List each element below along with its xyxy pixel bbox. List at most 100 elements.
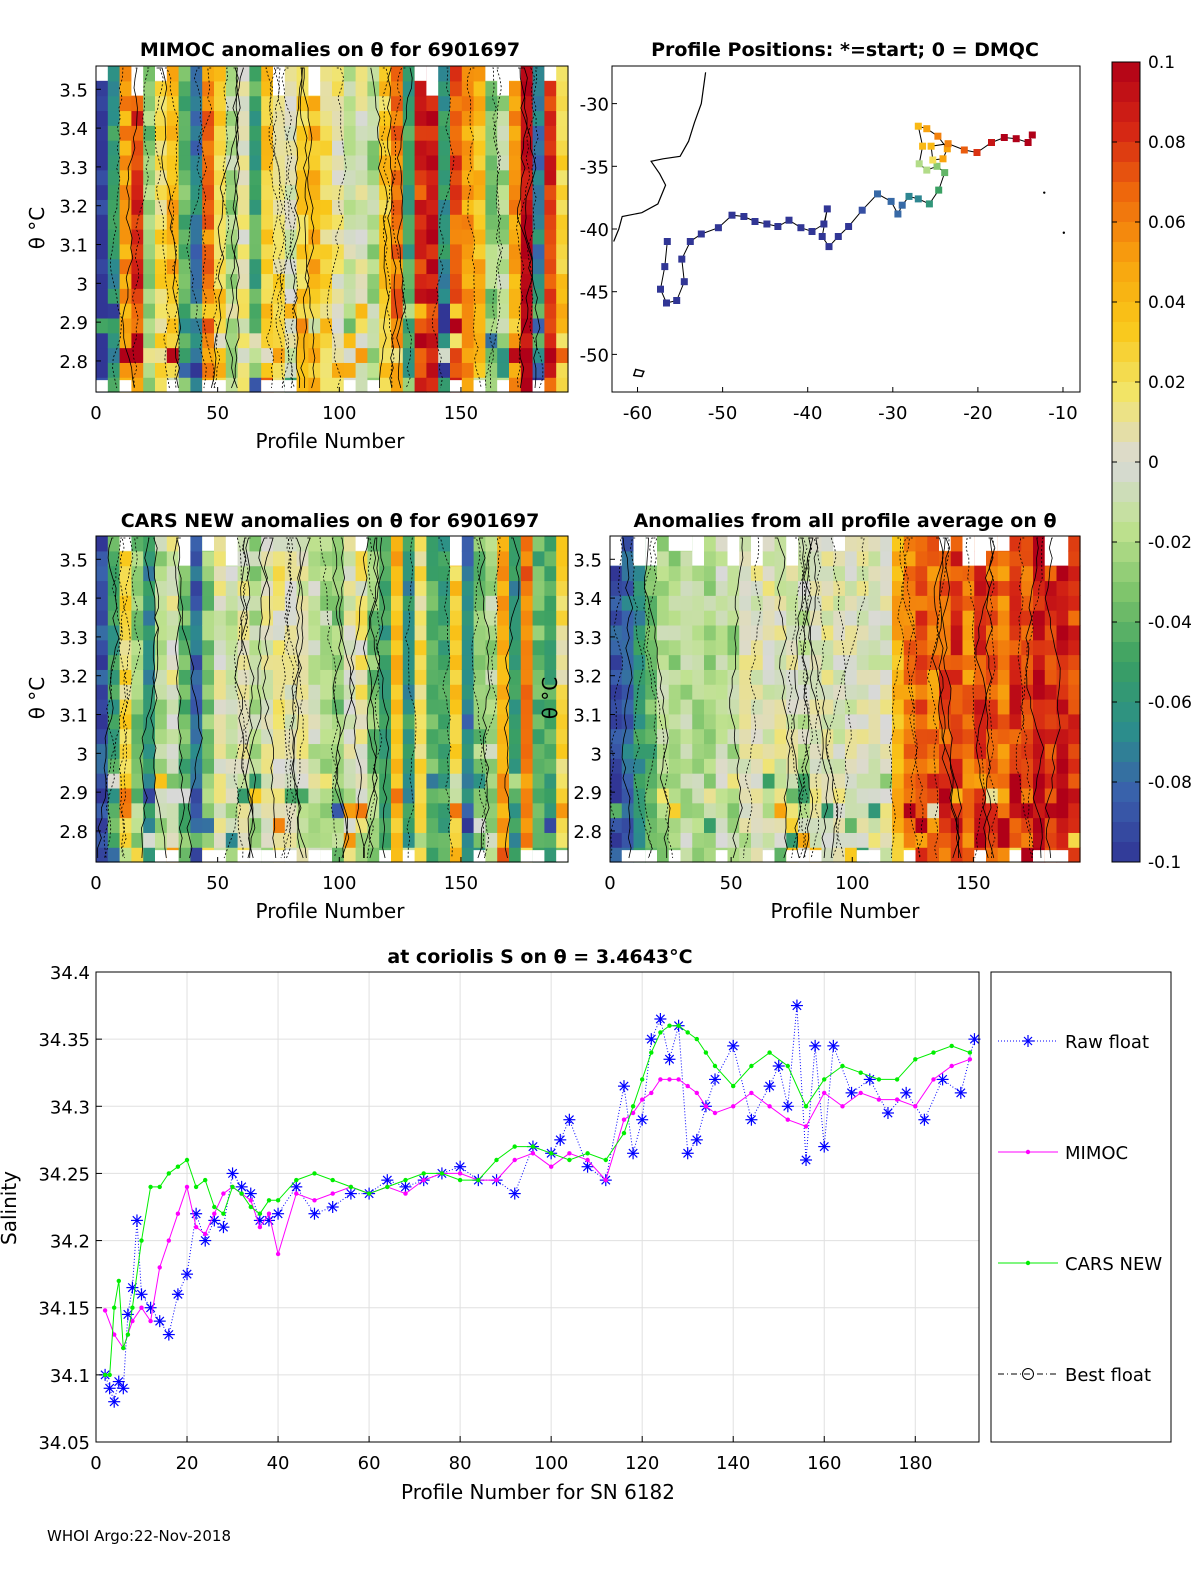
heatmap-cell (178, 199, 191, 215)
colorbar-swatch (1112, 322, 1140, 343)
heatmap-cell (402, 565, 416, 582)
heatmap-cell (892, 669, 905, 685)
heatmap-cell (450, 743, 463, 759)
contour-line (1017, 537, 1033, 859)
heatmap-cell (426, 580, 439, 596)
heatmap-cell (367, 817, 380, 833)
heatmap-cell (473, 832, 486, 848)
heatmap-cell (284, 787, 298, 804)
heatmap-cell (414, 713, 427, 730)
heatmap-cell (225, 80, 239, 97)
heatmap-cell (751, 832, 764, 848)
heatmap-cell (774, 817, 787, 833)
heatmap-gap (273, 380, 286, 392)
heatmap-cell (166, 565, 180, 582)
raw-float-point (244, 1187, 257, 1200)
heatmap-cell (107, 95, 121, 112)
heatmap-cell (249, 169, 262, 186)
heatmap-cell (927, 728, 940, 745)
heatmap-cell (414, 125, 427, 141)
heatmap-cell (461, 610, 475, 626)
heatmap-cell (715, 787, 729, 804)
heatmap-cell (249, 713, 262, 730)
heatmap-cell (190, 347, 203, 363)
heatmap-cell (178, 184, 191, 200)
heatmap-cell (166, 273, 180, 289)
contour-line (729, 537, 744, 859)
heatmap-cell (308, 95, 321, 112)
raw-float-point (818, 1140, 831, 1153)
heatmap-cell (391, 550, 404, 567)
heatmap-cell (178, 80, 191, 97)
heatmap-cell (520, 66, 534, 82)
colorbar-swatch (1112, 662, 1140, 683)
heatmap-cell (520, 684, 534, 700)
heatmap-cell (438, 332, 451, 349)
heatmap-cell (1009, 610, 1022, 626)
heatmap-cell (821, 639, 834, 656)
heatmap-cell (532, 758, 545, 774)
heatmap-cell (119, 610, 132, 626)
heatmap-cell (657, 773, 670, 789)
heatmap-cell (450, 199, 463, 215)
heatmap-cell (485, 214, 498, 230)
heatmap-cell (1009, 639, 1022, 656)
heatmap-cell (249, 595, 262, 611)
heatmap-cell (190, 624, 203, 641)
heatmap-cell (166, 140, 180, 156)
heatmap-cell (1021, 802, 1034, 819)
heatmap-cell (225, 95, 239, 112)
heatmap-cell (497, 347, 510, 363)
heatmap-cell (962, 654, 975, 670)
heatmap-cell (332, 699, 345, 715)
star-stroke (109, 1397, 119, 1407)
heatmap-cell (166, 817, 180, 833)
heatmap-cell (610, 684, 623, 700)
heatmap-cell (355, 140, 368, 156)
heatmap-cell (509, 317, 522, 334)
heatmap-cell (997, 832, 1011, 848)
heatmap-cell (214, 728, 227, 745)
heatmap-cell (355, 214, 368, 230)
heatmap-cell (438, 273, 451, 289)
heatmap-cell (131, 362, 144, 378)
heatmap-cell (668, 817, 682, 833)
heatmap-cell (225, 713, 239, 730)
heatmap-cell (939, 773, 952, 789)
heatmap-cell (915, 536, 928, 552)
heatmap-cell (473, 199, 486, 215)
heatmap-cell (320, 802, 333, 819)
heatmap-cell (119, 95, 132, 112)
heatmap-cell (915, 802, 928, 819)
heatmap-cell (645, 743, 658, 759)
heatmap-cell (556, 199, 569, 215)
heatmap-cell (692, 669, 705, 685)
contour-line (515, 67, 538, 389)
heatmap-cell (485, 728, 498, 745)
heatmap-cell (308, 669, 321, 685)
heatmap-cell (509, 787, 522, 804)
heatmap-cell (1021, 684, 1034, 700)
heatmap-cell (261, 66, 274, 82)
heatmap-cell (762, 654, 776, 670)
heatmap-cell (355, 258, 368, 275)
heatmap-cell (692, 684, 705, 700)
heatmap-cell (225, 847, 239, 863)
heatmap-cell (1056, 565, 1069, 582)
heatmap-cell (107, 550, 121, 567)
heatmap-cell (1009, 743, 1022, 759)
heatmap-gap (473, 380, 486, 392)
heatmap-cell (680, 758, 693, 774)
mimoc-x-axis-label: Profile Number (256, 429, 406, 453)
heatmap-cell (1044, 773, 1058, 789)
heatmap-cell (379, 258, 392, 275)
heatmap-cell (190, 214, 203, 230)
heatmap-cell (296, 140, 309, 156)
profile-position-marker (825, 243, 833, 251)
heatmap-cell (296, 169, 309, 186)
heatmap-cell (379, 95, 392, 112)
heatmap-cell (438, 580, 451, 596)
heatmap-cell (727, 624, 740, 641)
heatmap-cell (414, 802, 427, 819)
heatmap-cell (544, 699, 557, 715)
